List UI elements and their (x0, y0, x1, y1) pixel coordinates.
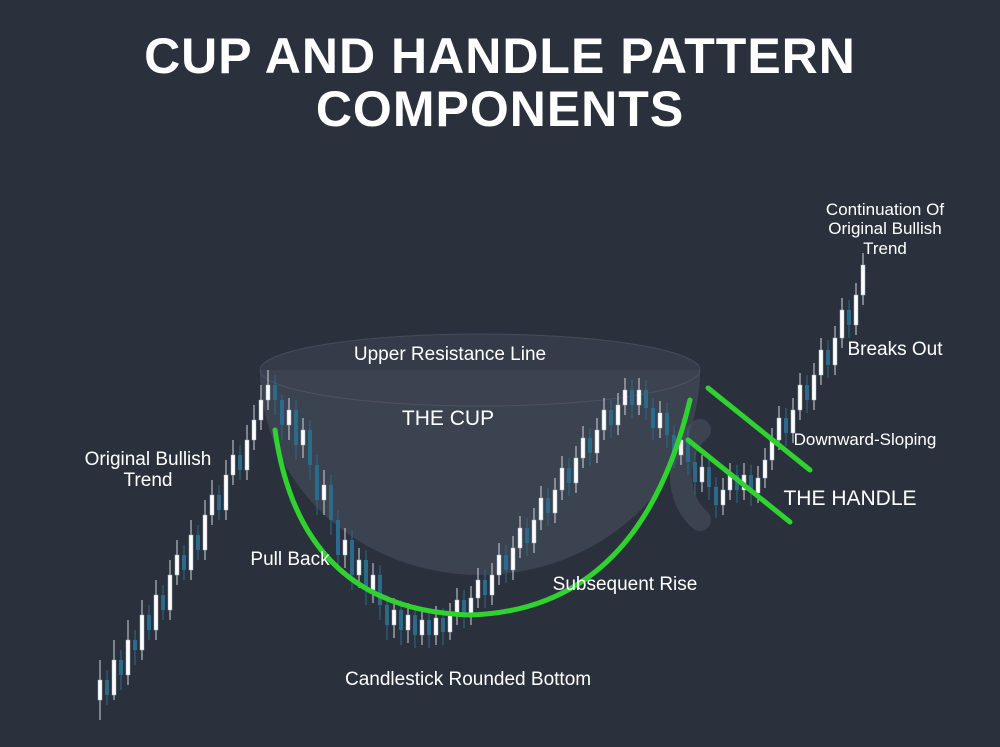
label-breaks-out: Breaks Out (775, 339, 1000, 361)
label-the-handle: THE HANDLE (730, 487, 970, 511)
label-pull-back: Pull Back (170, 549, 410, 571)
label-original-bullish-trend: Original Bullish Trend (28, 449, 268, 493)
label-subsequent-rise: Subsequent Rise (505, 574, 745, 596)
cup-shape-layer (260, 334, 700, 575)
chart-svg (0, 0, 1000, 747)
label-continuation: Continuation Of Original Bullish Trend (765, 200, 1000, 259)
chart-stage: CUP AND HANDLE PATTERN COMPONENTS Origin… (0, 0, 1000, 747)
label-downward-sloping: Downward-Sloping (745, 430, 985, 450)
label-candlestick-bottom: Candlestick Rounded Bottom (345, 669, 585, 691)
label-upper-resistance-line: Upper Resistance Line (330, 344, 570, 366)
label-the-cup: THE CUP (328, 407, 568, 431)
